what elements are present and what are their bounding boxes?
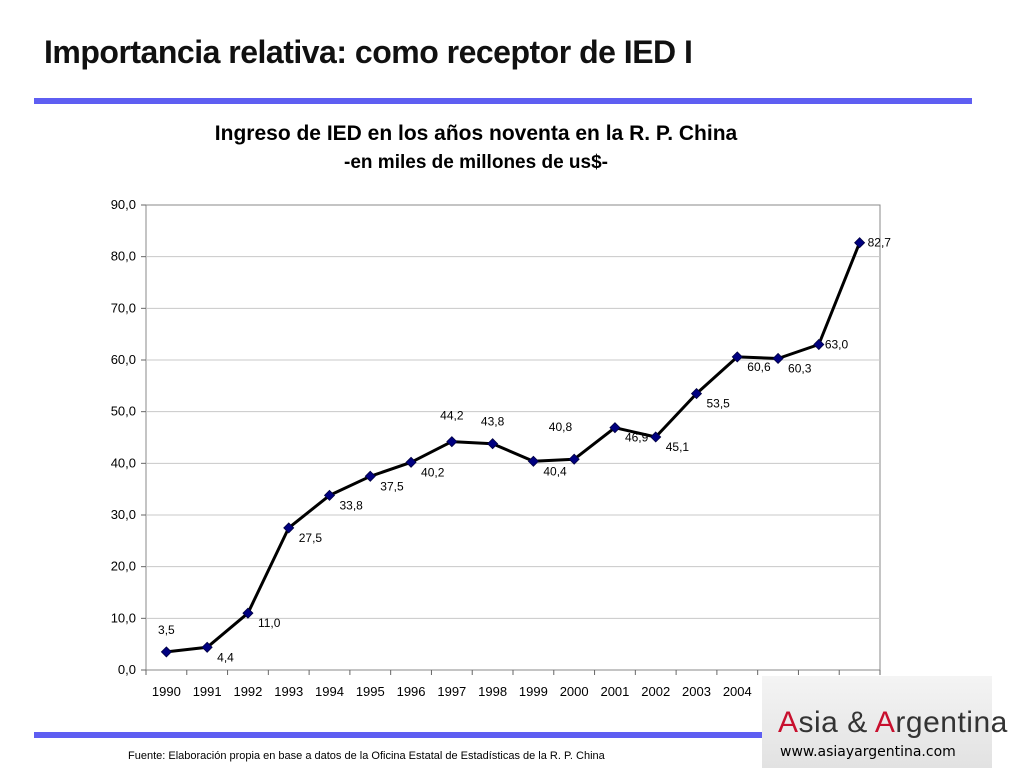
data-point <box>609 422 621 434</box>
series-line <box>166 242 861 654</box>
data-label: 46,9 <box>625 431 649 445</box>
data-label: 60,6 <box>747 360 771 374</box>
data-point <box>160 646 172 658</box>
data-point <box>283 522 295 534</box>
data-label: 37,5 <box>380 479 404 493</box>
data-labels: 3,5 4,4 11,0 27,5 33,8 37,5 40,2 44,2 43,8 40,4 40… <box>158 236 891 665</box>
data-label: 4,4 <box>217 650 234 664</box>
x-tick-label: 1994 <box>315 684 344 699</box>
data-point <box>731 351 743 363</box>
data-point <box>201 641 213 653</box>
data-label: 40,4 <box>543 464 567 478</box>
data-label: 60,3 <box>788 361 812 375</box>
y-tick-label: 40,0 <box>111 455 136 470</box>
series <box>160 237 866 658</box>
data-point <box>364 470 376 482</box>
data-point <box>323 489 336 501</box>
y-tick-label: 90,0 <box>111 197 136 212</box>
data-point <box>527 455 539 467</box>
logo-word-asia: sia & <box>798 706 875 739</box>
data-point <box>772 352 784 365</box>
data-label: 3,5 <box>158 623 175 637</box>
y-tick-label: 80,0 <box>111 249 136 264</box>
data-label: 33,8 <box>340 498 364 512</box>
data-label: 27,5 <box>299 531 323 545</box>
logo-word-argentina: rgentina <box>895 706 1008 739</box>
chart-title: Ingreso de IED en los años noventa en la… <box>214 122 738 145</box>
x-tick-label: 1998 <box>478 684 507 699</box>
data-label: 44,2 <box>440 409 464 423</box>
data-point <box>813 338 825 351</box>
y-tick-label: 60,0 <box>111 352 136 367</box>
y-axis: 0,0 10,0 20,0 30,0 40,0 50,0 60,0 70,0 80,0 90,0 <box>111 197 146 677</box>
data-point <box>650 431 662 443</box>
y-tick-label: 0,0 <box>118 662 136 677</box>
data-point <box>690 388 703 400</box>
brand-logo: Asia & Argentina <box>778 706 1008 740</box>
data-label: 11,0 <box>258 616 281 630</box>
bottom-divider <box>34 732 774 738</box>
data-label: 82,7 <box>868 236 892 250</box>
gridlines <box>146 256 880 619</box>
x-tick-label: 1995 <box>356 684 385 699</box>
y-tick-label: 30,0 <box>111 507 136 522</box>
top-divider <box>34 98 972 104</box>
source-note: Fuente: Elaboración propia en base a dat… <box>128 750 605 762</box>
data-point <box>568 453 580 465</box>
data-label: 40,8 <box>549 420 573 434</box>
x-tick-label: 2003 <box>682 684 711 699</box>
x-tick-label: 1999 <box>519 684 548 699</box>
x-tick-label: 2002 <box>641 684 670 699</box>
x-tick-label: 1993 <box>274 684 303 699</box>
x-tick-label: 2001 <box>600 684 629 699</box>
x-tick-label: 1991 <box>193 684 222 699</box>
y-tick-label: 70,0 <box>111 300 136 315</box>
x-tick-label: 1992 <box>233 684 262 699</box>
x-tick-label: 1996 <box>397 684 426 699</box>
slide-title: Importancia relativa: como receptor de I… <box>44 34 693 70</box>
logo-initial-a: A <box>778 706 799 739</box>
x-tick-label: 1997 <box>437 684 466 699</box>
data-point <box>242 607 254 619</box>
data-point <box>487 438 499 450</box>
data-label: 40,2 <box>421 465 445 479</box>
data-label: 45,1 <box>666 440 690 454</box>
data-point <box>854 237 866 249</box>
brand-logo-box: Asia & Argentina www.asiayargentina.com <box>762 676 1007 768</box>
data-label: 53,5 <box>707 397 731 411</box>
x-tick-label: 1990 <box>152 684 181 699</box>
plot-area <box>145 204 881 671</box>
x-tick-label: 2004 <box>723 684 752 699</box>
data-point <box>405 456 417 468</box>
data-label: 63,0 <box>825 338 849 352</box>
data-point <box>446 436 458 448</box>
data-label: 43,8 <box>481 415 505 429</box>
y-tick-label: 50,0 <box>111 404 136 419</box>
chart-subtitle: -en miles de millones de us$- <box>344 152 608 173</box>
brand-url: www.asiayargentina.com <box>780 744 956 760</box>
logo-initial-a2: A <box>874 706 896 739</box>
y-tick-label: 20,0 <box>111 559 136 574</box>
x-tick-label: 2000 <box>560 684 589 699</box>
y-tick-label: 10,0 <box>111 610 136 625</box>
